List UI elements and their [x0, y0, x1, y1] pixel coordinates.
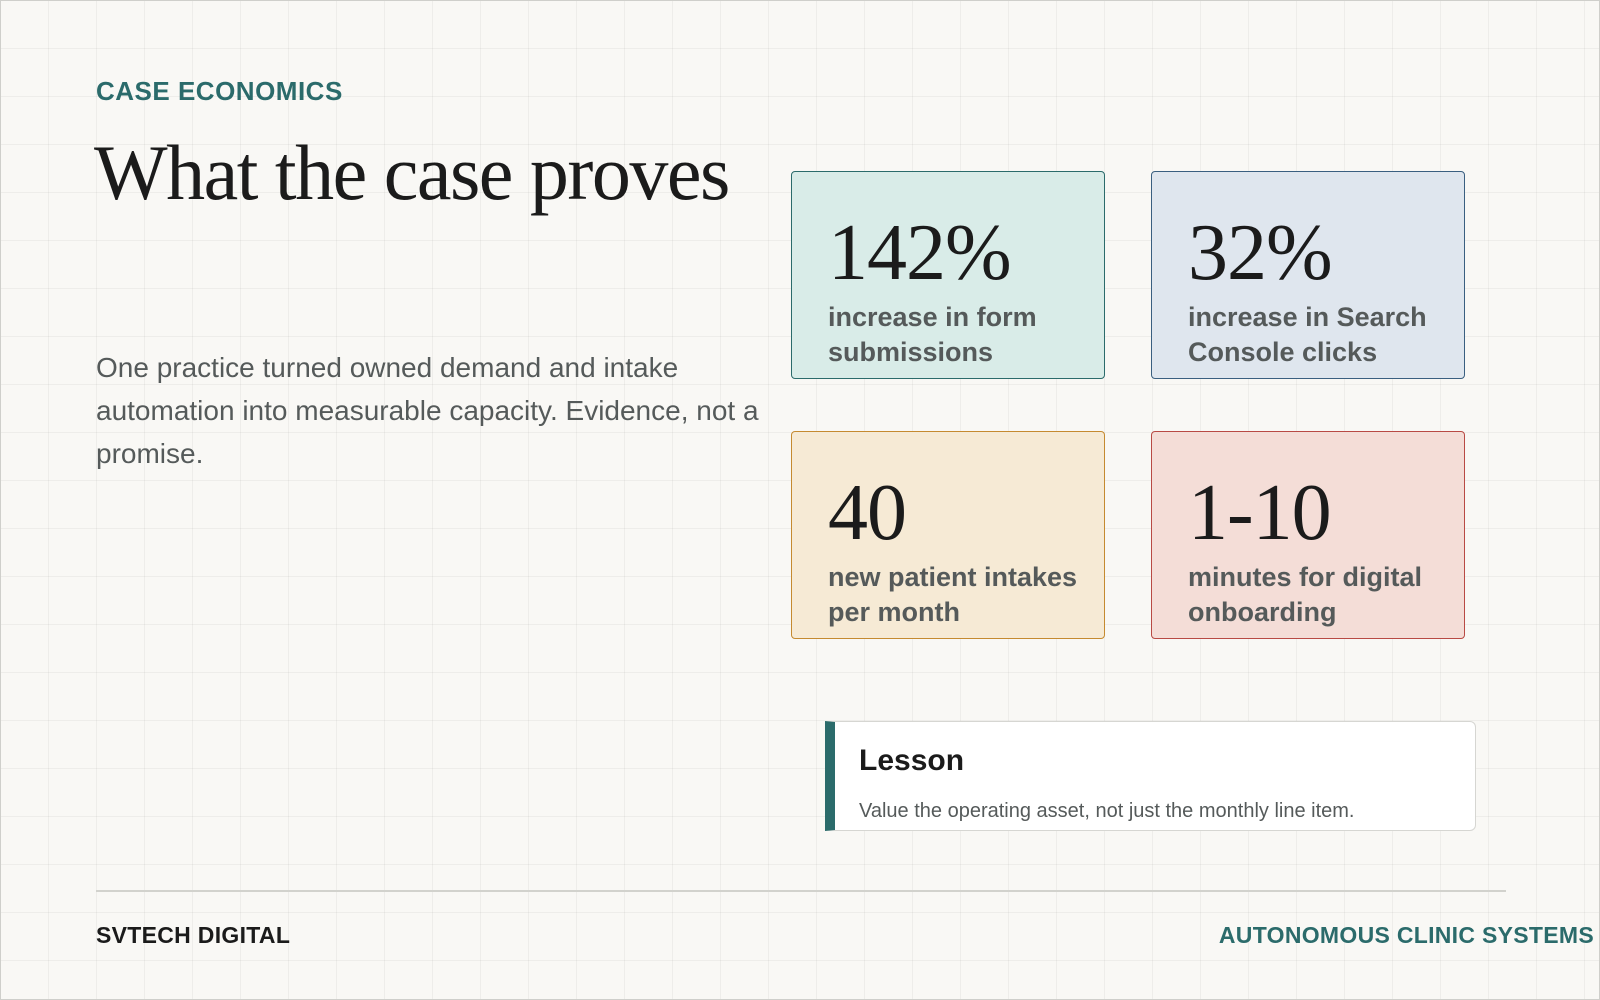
stat-label: increase in Search Console clicks — [1188, 302, 1427, 367]
stat-value: 1-10 — [1188, 469, 1332, 557]
slide-title: What the case proves — [94, 129, 730, 216]
stat-card-search-clicks: 32% increase in Search Console clicks — [1151, 171, 1465, 379]
footer-divider — [96, 890, 1506, 892]
lesson-callout: Lesson Value the operating asset, not ju… — [825, 721, 1476, 831]
stat-label: increase in form submissions — [828, 302, 1037, 367]
stat-label: minutes for digital onboarding — [1188, 562, 1423, 627]
lesson-title: Lesson — [859, 744, 965, 777]
footer-tagline: AUTONOMOUS CLINIC SYSTEMS — [1218, 922, 1594, 948]
footer-brand: SVTECH DIGITAL — [96, 922, 291, 948]
intro-text: One practice turned owned demand and int… — [96, 352, 759, 469]
stat-card-onboarding-time: 1-10 minutes for digital onboarding — [1151, 431, 1465, 639]
stat-label: new patient intakes per month — [828, 562, 1078, 627]
section-eyebrow: CASE ECONOMICS — [96, 76, 343, 106]
stat-card-form-submissions: 142% increase in form submissions — [791, 171, 1105, 379]
stat-card-patient-intakes: 40 new patient intakes per month — [791, 431, 1105, 639]
lesson-body: Value the operating asset, not just the … — [859, 800, 1355, 822]
stat-value: 40 — [828, 469, 907, 557]
stat-value: 32% — [1188, 209, 1333, 297]
stat-value: 142% — [828, 209, 1012, 297]
